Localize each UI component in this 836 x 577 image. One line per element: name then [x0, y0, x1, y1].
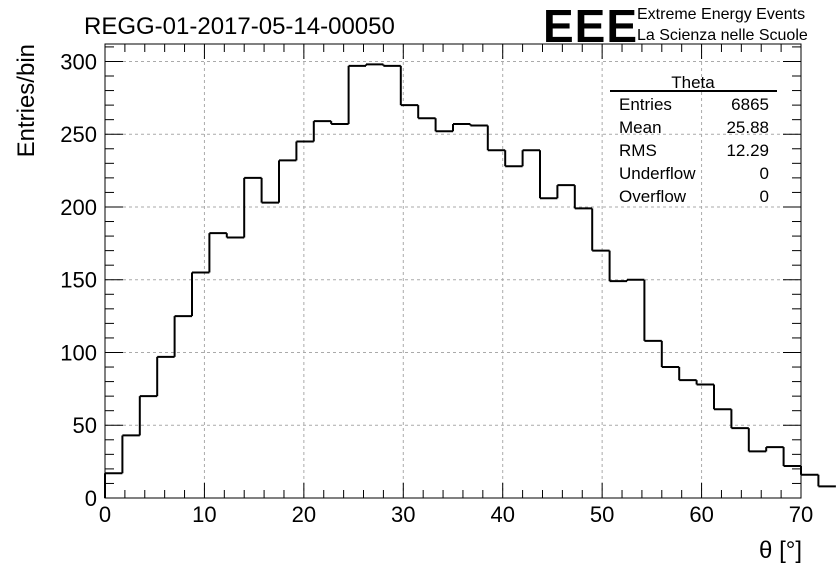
plot-frame [104, 43, 802, 499]
y-tick-label: 100 [60, 340, 97, 365]
x-tick-labels: 0 10 20 30 40 50 60 70 [99, 502, 813, 527]
x-tick-label: 50 [590, 502, 614, 527]
y-axis-title: Entries/bin [13, 44, 40, 157]
x-tick-label: 20 [292, 502, 316, 527]
y-tick-label: 250 [60, 122, 97, 147]
x-tick-label: 40 [490, 502, 514, 527]
x-tick-label: 30 [391, 502, 415, 527]
y-tick-label: 50 [73, 413, 97, 438]
stats-label: Mean [619, 118, 662, 137]
stats-value: 0 [760, 187, 769, 206]
y-tick-label: 200 [60, 195, 97, 220]
axis-ticks [104, 44, 802, 499]
stats-title: Theta [671, 73, 715, 92]
stats-label: Underflow [619, 164, 696, 183]
y-tick-label: 150 [60, 268, 97, 293]
logo-mark: EEE [543, 0, 638, 52]
grid-lines [105, 44, 801, 498]
y-tick-label: 300 [60, 49, 97, 74]
stats-label: RMS [619, 141, 657, 160]
chart-title: REGG-01-2017-05-14-00050 [84, 13, 395, 40]
eee-logo: EEE Extreme Energy Events La Scienza nel… [543, 0, 808, 52]
y-tick-label: 0 [85, 486, 97, 511]
y-tick-labels: 0 50 100 150 200 250 300 [60, 49, 97, 511]
logo-line-2: La Scienza nelle Scuole [637, 27, 808, 44]
stats-value: 12.29 [726, 141, 769, 160]
stats-rows: Entries 6865 Mean 25.88 RMS 12.29 Underflow 0 Ov… [619, 95, 769, 206]
stats-value: 0 [760, 164, 769, 183]
x-tick-label: 10 [192, 502, 216, 527]
x-tick-label: 60 [689, 502, 713, 527]
stats-box: Theta Entries 6865 Mean 25.88 RMS 12.29 Underf… [610, 73, 777, 206]
x-axis-title: θ [°] [759, 537, 802, 564]
stats-value: 25.88 [726, 118, 769, 137]
stats-label: Overflow [619, 187, 687, 206]
stats-value: 6865 [731, 95, 769, 114]
logo-line-1: Extreme Energy Events [637, 6, 805, 23]
x-tick-label: 0 [99, 502, 111, 527]
stats-label: Entries [619, 95, 672, 114]
x-tick-label: 70 [789, 502, 813, 527]
